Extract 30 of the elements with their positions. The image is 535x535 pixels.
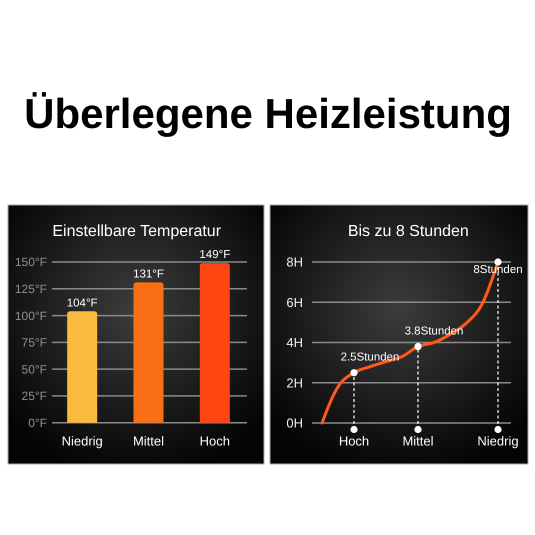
y-tick-label: 150°F — [14, 255, 47, 270]
y-tick-label: 4H — [286, 335, 303, 350]
bar — [133, 282, 164, 423]
bar — [200, 263, 230, 423]
x-tick-label: Mittel — [402, 434, 434, 449]
data-label: 131°F — [133, 268, 164, 280]
x-tick-label: Mittel — [132, 434, 164, 449]
data-label: 104°F — [66, 297, 98, 310]
point — [350, 369, 358, 376]
y-tick-label: 100°F — [14, 308, 47, 323]
y-tick-label: 8H — [286, 254, 303, 270]
chart-subtitle: Einstellbare Temperatur — [52, 223, 222, 240]
y-tick-label: 2H — [286, 375, 303, 390]
data-label: 149°F — [199, 249, 230, 262]
y-tick-label: 75°F — [22, 336, 47, 350]
x-tick-label: Niedrig — [62, 434, 103, 449]
y-tick-label: 6H — [286, 294, 303, 310]
point — [414, 342, 422, 350]
x-tick-label: Niedrig — [477, 434, 519, 449]
y-tick-label: 125°F — [14, 282, 47, 296]
y-tick-label: 0°F — [28, 416, 47, 430]
bar — [67, 311, 98, 423]
x-tick-label: Hoch — [338, 434, 370, 449]
y-tick-label: 0H — [286, 416, 303, 431]
y-tick-label: 25°F — [22, 389, 47, 404]
chart-title: Überlegene Heizleistung — [24, 90, 512, 137]
data-label: 2.5Stunden — [340, 352, 400, 364]
x-tick-label: Hoch — [200, 434, 230, 449]
chart-title: Bis zu 8 Stunden — [348, 223, 469, 240]
y-tick-label: 50°F — [22, 362, 47, 376]
